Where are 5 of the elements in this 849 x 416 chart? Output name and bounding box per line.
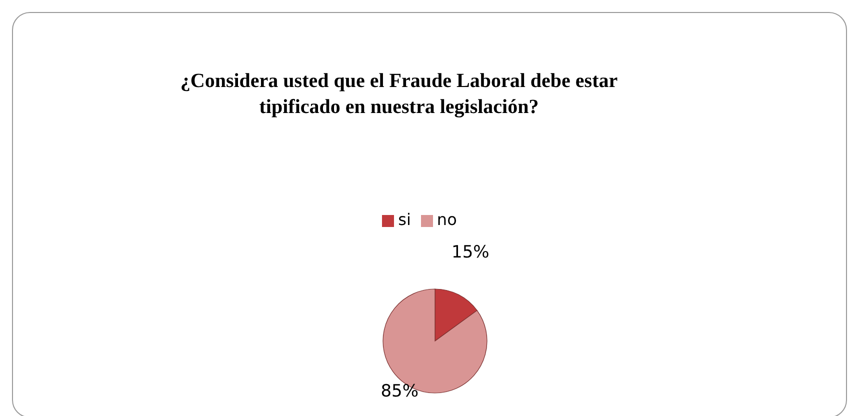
legend-label: no <box>436 210 457 229</box>
data-label: 85% <box>380 382 418 402</box>
data-label: 15% <box>452 242 490 262</box>
chart-title: ¿Considera usted que el Fraude Laboral debe estar tipificado en nuestra legislación? <box>179 69 619 120</box>
legend-label: si <box>398 210 411 229</box>
